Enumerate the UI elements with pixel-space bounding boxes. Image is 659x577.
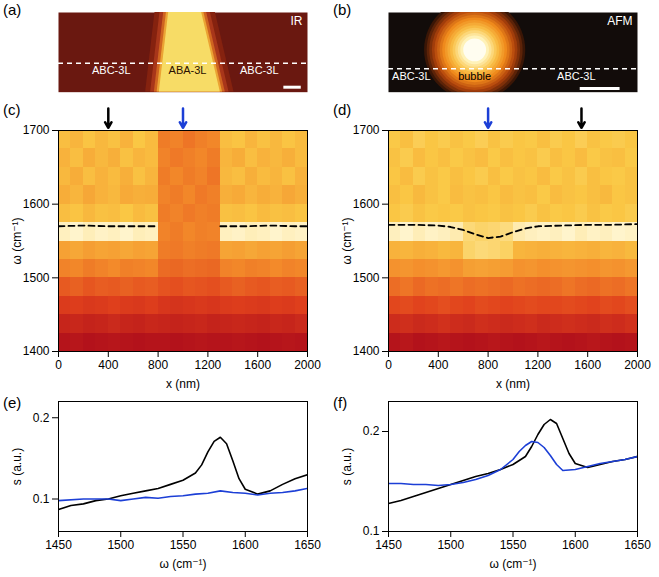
svg-text:0.1: 0.1 — [33, 492, 50, 506]
svg-text:1500: 1500 — [23, 271, 50, 285]
svg-text:x (nm): x (nm) — [166, 377, 200, 391]
svg-text:0.2: 0.2 — [363, 424, 380, 438]
svg-text:1200: 1200 — [525, 358, 552, 372]
svg-text:400: 400 — [428, 358, 448, 372]
svg-text:ABA-3L: ABA-3L — [169, 64, 207, 76]
svg-text:1700: 1700 — [353, 123, 380, 137]
svg-text:bubble: bubble — [458, 70, 491, 82]
svg-text:1400: 1400 — [353, 344, 380, 358]
svg-text:1600: 1600 — [353, 197, 380, 211]
svg-text:ABC-3L: ABC-3L — [240, 64, 279, 76]
svg-text:ω (cm⁻¹): ω (cm⁻¹) — [159, 557, 206, 571]
svg-text:ω (cm⁻¹): ω (cm⁻¹) — [10, 217, 24, 264]
svg-text:0: 0 — [385, 358, 392, 372]
svg-text:1600: 1600 — [574, 358, 601, 372]
svg-text:1500: 1500 — [107, 538, 134, 552]
html-text:(c): (c) — [3, 101, 21, 118]
html-text:(e): (e) — [3, 394, 22, 411]
svg-text:0: 0 — [55, 358, 62, 372]
svg-text:0.1: 0.1 — [363, 524, 380, 538]
svg-text:1500: 1500 — [353, 271, 380, 285]
svg-text:s (a.u.): s (a.u.) — [340, 448, 354, 485]
svg-text:1600: 1600 — [562, 538, 589, 552]
svg-text:ω (cm⁻¹): ω (cm⁻¹) — [489, 557, 536, 571]
svg-text:2000: 2000 — [294, 358, 321, 372]
svg-text:1600: 1600 — [23, 197, 50, 211]
svg-text:1600: 1600 — [244, 358, 271, 372]
svg-text:1450: 1450 — [45, 538, 72, 552]
html-text:(b): (b) — [333, 1, 352, 18]
svg-text:1500: 1500 — [437, 538, 464, 552]
svg-text:1400: 1400 — [23, 344, 50, 358]
svg-text:ABC-3L: ABC-3L — [92, 64, 131, 76]
svg-text:1550: 1550 — [500, 538, 527, 552]
svg-text:AFM: AFM — [607, 14, 632, 28]
svg-text:ABC-3L: ABC-3L — [392, 70, 431, 82]
svg-text:1700: 1700 — [23, 123, 50, 137]
svg-text:IR: IR — [291, 14, 303, 28]
svg-text:1450: 1450 — [375, 538, 402, 552]
svg-text:1650: 1650 — [624, 538, 651, 552]
svg-text:800: 800 — [148, 358, 168, 372]
html-text:(d): (d) — [333, 101, 352, 118]
svg-text:800: 800 — [478, 358, 498, 372]
html-text:(a): (a) — [3, 1, 22, 18]
svg-text:1600: 1600 — [232, 538, 259, 552]
svg-text:1650: 1650 — [294, 538, 321, 552]
svg-text:ABC-3L: ABC-3L — [557, 70, 596, 82]
svg-text:1550: 1550 — [170, 538, 197, 552]
svg-text:s (a.u.): s (a.u.) — [10, 448, 24, 485]
html-text:(f): (f) — [333, 394, 348, 411]
svg-text:x (nm): x (nm) — [496, 377, 530, 391]
svg-text:0.2: 0.2 — [33, 411, 50, 425]
svg-text:1200: 1200 — [195, 358, 222, 372]
svg-text:ω (cm⁻¹): ω (cm⁻¹) — [340, 217, 354, 264]
svg-text:400: 400 — [98, 358, 118, 372]
svg-text:2000: 2000 — [624, 358, 651, 372]
